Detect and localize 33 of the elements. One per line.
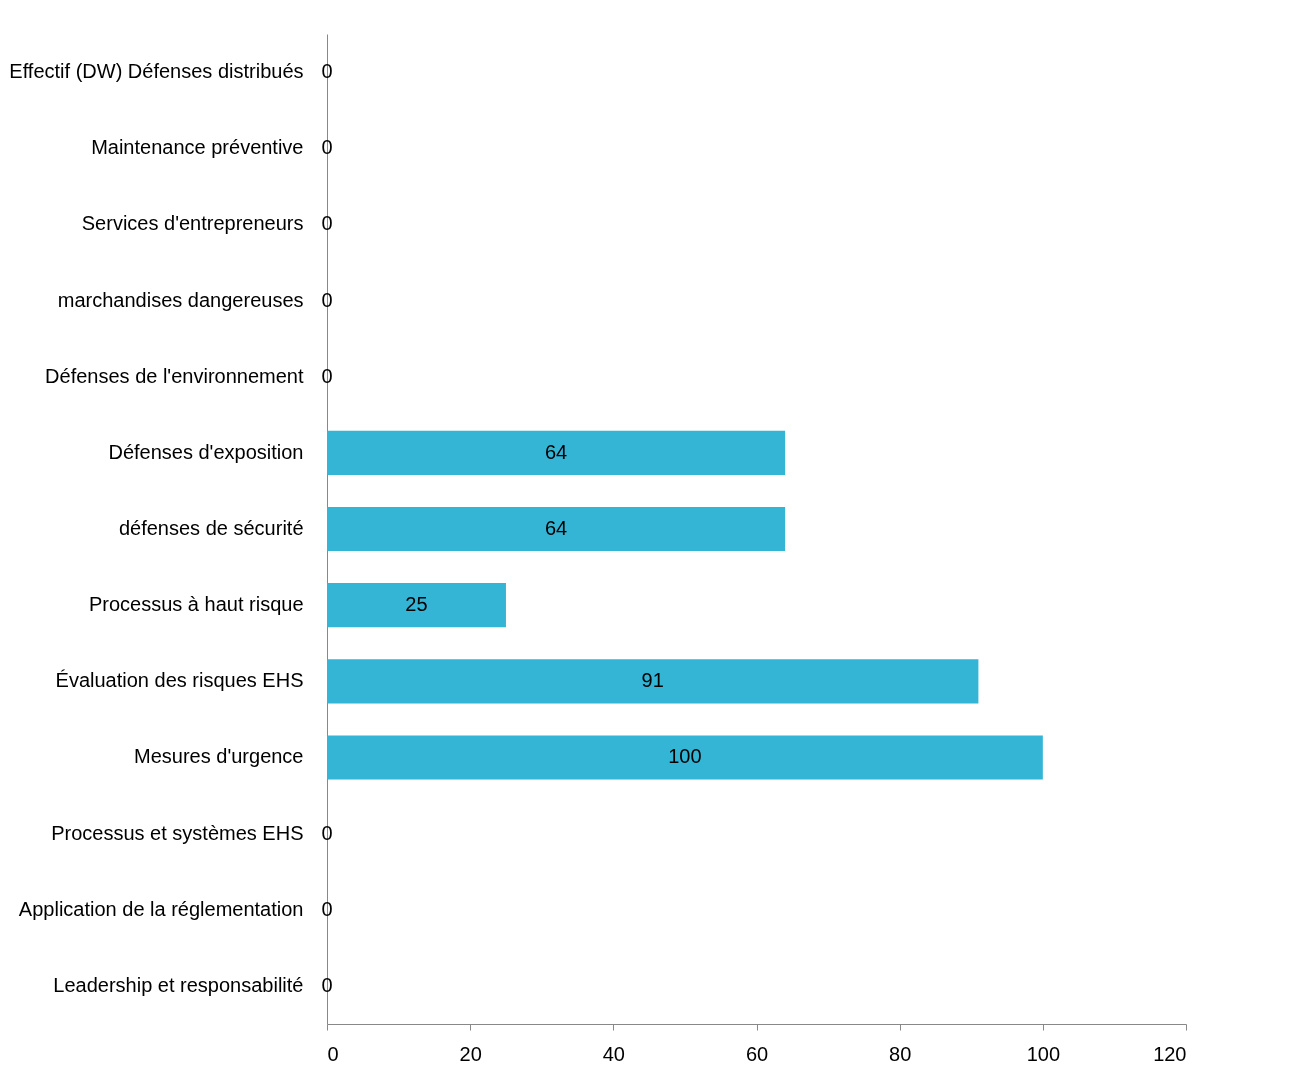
y-tick-label: Maintenance préventive	[91, 136, 304, 159]
y-tick-label: défenses de sécurité	[118, 517, 304, 539]
y-tick-label: Processus et systèmes EHS	[51, 821, 304, 844]
data-label: 0	[321, 973, 333, 996]
x-tick-label: 80	[889, 1042, 912, 1065]
data-label: 0	[321, 212, 333, 235]
y-tick-label: Application de la réglementation	[18, 897, 304, 920]
data-label: 0	[321, 60, 333, 83]
data-label: 0	[321, 364, 333, 387]
x-tick-label: 120	[1153, 1042, 1187, 1065]
data-label: 25	[405, 593, 428, 616]
data-label: 100	[668, 745, 702, 768]
y-tick-label: Évaluation des risques EHS	[55, 669, 304, 692]
y-tick-label: Services d'entrepreneurs	[81, 212, 304, 235]
x-tick-label: 60	[745, 1042, 769, 1065]
data-label: 91	[641, 669, 664, 692]
y-tick-label: marchandises dangereuses	[57, 288, 304, 311]
y-tick-label: Processus à haut risque	[88, 593, 304, 616]
y-tick-label: Défenses d'exposition	[108, 440, 304, 463]
y-tick-label: Mesures d'urgence	[134, 745, 304, 768]
data-label: 0	[321, 821, 333, 844]
y-tick-label: Leadership et responsabilité	[53, 973, 304, 996]
y-tick-label: Effectif (DW) Défenses distribués	[9, 60, 304, 83]
data-label: 0	[321, 136, 333, 159]
x-tick-label: 40	[602, 1042, 625, 1065]
data-label: 64	[544, 440, 568, 463]
data-label: 64	[544, 517, 568, 539]
y-tick-label: Défenses de l'environnement	[45, 364, 304, 387]
x-tick-label: 20	[459, 1042, 482, 1065]
data-label: 0	[321, 288, 333, 311]
x-tick-label: 100	[1026, 1042, 1061, 1065]
data-label: 0	[321, 897, 333, 920]
x-tick-label: 0	[327, 1042, 339, 1065]
